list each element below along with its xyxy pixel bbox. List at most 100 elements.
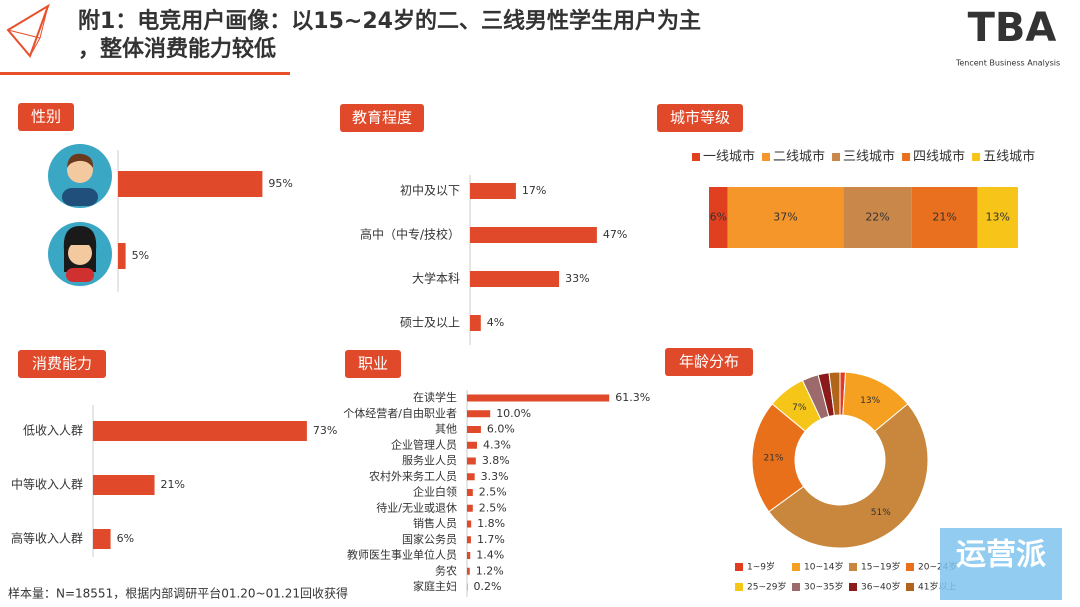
value-label: 6% [117, 532, 134, 545]
category-label: 务农 [435, 563, 457, 577]
section-title: 消费能力 [32, 355, 92, 373]
value-label: 6.0% [487, 423, 515, 436]
category-label: 服务业人员 [402, 454, 457, 467]
watermark: 运营派 [956, 538, 1046, 573]
value-label: 1.2% [476, 564, 504, 577]
value-label: 17% [522, 184, 546, 197]
bar [470, 271, 560, 287]
value-label: 21% [764, 453, 784, 463]
category-label: 企业管理人员 [391, 437, 457, 451]
value-label: 33% [565, 272, 589, 285]
section-title: 教育程度 [352, 109, 412, 127]
footer-note: 样本量：N=18551，根据内部调研平台01.20~01.21回收获得 [8, 586, 348, 601]
bar [467, 394, 610, 402]
section-title: 城市等级 [670, 109, 730, 127]
value-label: 7% [792, 403, 807, 413]
bar [467, 567, 470, 575]
value-label: 22% [865, 211, 889, 224]
category-label: 高等收入人群 [11, 531, 83, 546]
bar-segment [709, 187, 728, 248]
value-label: 47% [603, 228, 627, 241]
bar-segment [977, 187, 1018, 248]
donut-slice [768, 403, 929, 549]
bar [93, 475, 155, 495]
legend-swatch [762, 153, 771, 161]
legend-label: 三线城市 [843, 149, 895, 165]
value-label: 1.7% [477, 533, 505, 546]
bar [467, 457, 476, 465]
bar-segment [727, 187, 844, 248]
bar [467, 410, 491, 418]
bar-segment [911, 187, 978, 248]
legend-label: 四线城市 [913, 149, 965, 165]
category-label: 销售人员 [413, 516, 457, 530]
value-label: 0.2% [473, 580, 501, 593]
value-label: 73% [313, 424, 337, 437]
donut-slice [828, 371, 841, 416]
value-label: 13% [985, 211, 1009, 224]
legend-label: 15~19岁 [861, 561, 900, 573]
slide-title: 附1：电竞用户画像：以15~24岁的二、三线男性学生用户为主，整体消费能力较低 [78, 8, 701, 62]
legend-label: 25~29岁 [747, 581, 786, 593]
section-title: 年龄分布 [679, 353, 739, 371]
bar [467, 441, 477, 449]
legend-swatch [972, 153, 981, 161]
value-label: 2.5% [479, 486, 507, 499]
category-label: 高中（中专/技校） [360, 227, 460, 242]
category-label: 国家公务员 [402, 532, 457, 546]
legend-label: 30~35岁 [804, 581, 843, 593]
value-label: 21% [932, 211, 956, 224]
bar [467, 473, 475, 481]
male-icon [48, 144, 112, 208]
bar [467, 426, 481, 433]
title-underline [0, 72, 290, 75]
bar-segment [843, 187, 912, 248]
section-header [657, 104, 743, 132]
watermark-box [940, 528, 1062, 600]
category-label: 中等收入人群 [11, 477, 83, 492]
section-header [665, 348, 753, 376]
category-label: 大学本科 [412, 271, 460, 286]
value-label: 61.3% [615, 391, 650, 404]
category-label: 农村外来务工人员 [369, 469, 457, 483]
bar [93, 421, 307, 441]
bar [467, 552, 471, 559]
legend-swatch [792, 563, 800, 571]
value-label: 21% [161, 478, 185, 491]
bar [467, 489, 473, 496]
bar [470, 315, 481, 331]
category-label: 在读学生 [413, 390, 457, 404]
value-label: 5% [132, 249, 149, 262]
category-label: 硕士及以上 [400, 316, 460, 330]
section-header [18, 103, 74, 131]
category-label: 教师医生事业单位人员 [347, 548, 457, 562]
legend-label: 1~9岁 [747, 561, 775, 573]
category-label: 企业白领 [413, 485, 457, 499]
category-label: 待业/无业或退休 [376, 500, 457, 514]
section-header [345, 350, 401, 378]
legend-swatch [735, 563, 743, 571]
legend-swatch [906, 583, 914, 591]
bar [470, 183, 516, 199]
bar [118, 171, 263, 197]
value-label: 10.0% [496, 407, 531, 420]
legend-swatch [849, 583, 857, 591]
value-label: 4.3% [483, 438, 511, 451]
logo-name: Tencent Business Analysis [955, 59, 1060, 68]
value-label: 95% [268, 177, 292, 190]
legend-swatch [792, 583, 800, 591]
legend-swatch [849, 563, 857, 571]
section-header [18, 350, 106, 378]
legend-swatch [902, 153, 911, 161]
value-label: 4% [487, 316, 504, 329]
legend-swatch [735, 583, 743, 591]
bar [467, 536, 471, 544]
value-label: 3.8% [482, 454, 510, 467]
legend-label: 五线城市 [983, 149, 1035, 165]
category-label: 家庭主妇 [413, 579, 457, 593]
value-label: 51% [871, 508, 891, 518]
value-label: 13% [860, 396, 880, 406]
value-label: 1.8% [477, 517, 505, 530]
value-label: 2.5% [479, 501, 507, 514]
